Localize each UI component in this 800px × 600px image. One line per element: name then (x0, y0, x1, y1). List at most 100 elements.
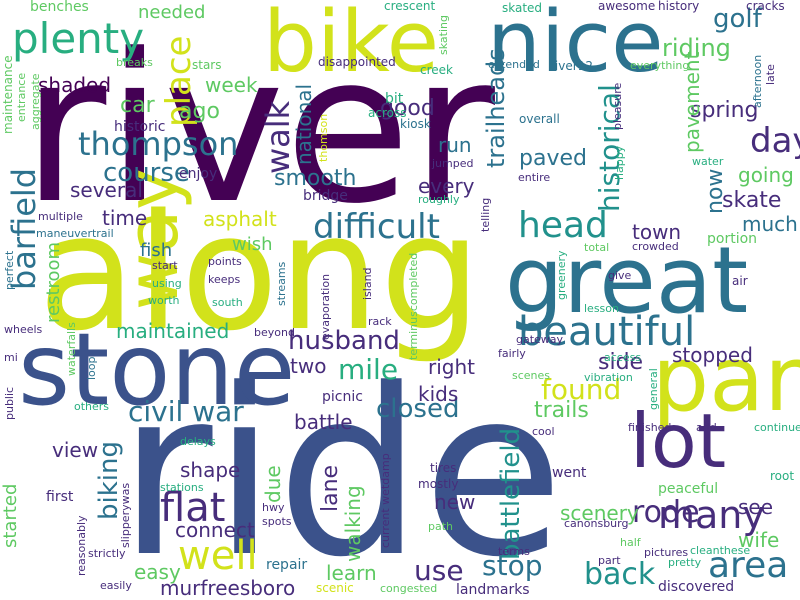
word-others: others (74, 400, 110, 413)
word-cracks: cracks (746, 0, 785, 13)
word-telling: telling (479, 197, 492, 232)
word-portion: portion (707, 231, 758, 247)
word-thomson: thomson (317, 113, 330, 162)
word-walk: walk (259, 100, 297, 174)
word-mi: mi (4, 351, 18, 364)
word-beautiful: beautiful (518, 309, 696, 355)
word-stations: stations (160, 481, 204, 494)
word-awesome: awesome (598, 0, 656, 13)
word-maintenance: maintenance (1, 55, 15, 134)
word-town: town (632, 220, 682, 244)
word-needed: needed (138, 2, 206, 23)
word-repair: repair (266, 557, 308, 573)
word-thompson: thompson (78, 125, 239, 163)
word-path: path (428, 520, 454, 533)
word-easily: easily (100, 579, 132, 592)
word-terminuscompleted: terminuscompleted (407, 252, 420, 360)
word-ride: ride (118, 341, 564, 600)
word-slipperywas: slipperywas (119, 482, 132, 548)
word-give: give (608, 269, 632, 282)
word-back: back (584, 557, 656, 592)
word-week: week (205, 73, 258, 97)
word-creek: creek (420, 63, 453, 77)
word-difficult: difficult (313, 207, 440, 247)
word-connect: connect (175, 518, 255, 542)
word-ago: ago (179, 99, 220, 124)
word-battle: battle (294, 410, 353, 434)
word-shape: shape (180, 458, 241, 482)
word-roughly: roughly (418, 193, 460, 206)
word-gateway: gateway (516, 333, 564, 346)
word-asphalt: asphalt (203, 207, 277, 231)
word-walking: walking (341, 485, 365, 562)
word-entire: entire (518, 171, 551, 184)
word-crowded: crowded (632, 240, 679, 253)
word-time: time (102, 206, 148, 230)
word-spring: spring (690, 98, 759, 123)
word-nice: nice (487, 0, 664, 92)
word-evaporation: evaporation (319, 273, 332, 340)
word-picnic: picnic (322, 389, 363, 405)
word-aggregate: aggregate (29, 73, 42, 130)
word-historic: historic (114, 119, 166, 135)
word-cool: cool (532, 425, 555, 438)
word-bit: bit (385, 91, 404, 107)
word-entrance: entrance (15, 72, 28, 122)
word-rode: rode (632, 495, 700, 530)
word-great: great (505, 227, 749, 334)
word-wife: wife (738, 528, 780, 552)
word-enjoy: enjoy (179, 166, 218, 182)
word-everything: everything (630, 59, 690, 72)
word-rack: rack (368, 315, 392, 328)
word-breaks: breaks (116, 56, 153, 69)
word-air: air (732, 274, 748, 288)
word-fish: fish (140, 240, 173, 261)
word-river: river (22, 11, 495, 249)
word-points: points (208, 255, 242, 268)
word-vibration: vibration (584, 371, 633, 384)
word-mile: mile (338, 353, 399, 386)
word-much: much (742, 212, 798, 236)
word-pictures: pictures (644, 546, 689, 559)
word-wish: wish (232, 234, 273, 255)
word-streams: streams (275, 261, 288, 306)
word-use: use (414, 554, 464, 587)
word-wheels: wheels (4, 323, 43, 336)
word-right: right (428, 355, 475, 379)
word-paved: paved (519, 146, 587, 171)
word-part: part (598, 554, 621, 567)
word-river12: river12 (550, 59, 593, 73)
word-closed: closed (376, 394, 460, 424)
word-south: south (212, 296, 243, 309)
word-pleasure: pleasure (611, 82, 624, 130)
word-perfect: perfect (3, 250, 16, 290)
word-day: day (750, 121, 800, 161)
word-total: total (584, 241, 610, 254)
word-riding: riding (662, 34, 731, 62)
word-half: half (620, 536, 641, 549)
word-trails: trails (534, 398, 589, 423)
word-hwy: hwy (262, 501, 285, 514)
word-general: general (647, 368, 660, 410)
word-water: water (692, 155, 724, 168)
word-maneuvertrail: maneuvertrail (36, 227, 114, 240)
word-tires: tires (430, 461, 457, 475)
word-multiple: multiple (38, 210, 83, 223)
word-good: good (380, 96, 435, 121)
word-kiosk: kiosk (400, 117, 431, 131)
word-now: now (703, 168, 728, 214)
word-see: see (738, 495, 774, 519)
word-extended: extended (488, 58, 540, 71)
word-side: side (598, 350, 644, 375)
word-stopped: stopped (672, 343, 753, 367)
word-bike: bike (263, 0, 440, 92)
word-benches: benches (30, 0, 89, 15)
word-cleanthese: cleanthese (690, 544, 751, 557)
word-course: course (103, 158, 190, 188)
word-many: many (658, 493, 765, 537)
word-two: two (290, 354, 327, 378)
word-golf: golf (713, 4, 762, 34)
word-add: add (696, 421, 717, 434)
word-maintained: maintained (116, 319, 230, 343)
